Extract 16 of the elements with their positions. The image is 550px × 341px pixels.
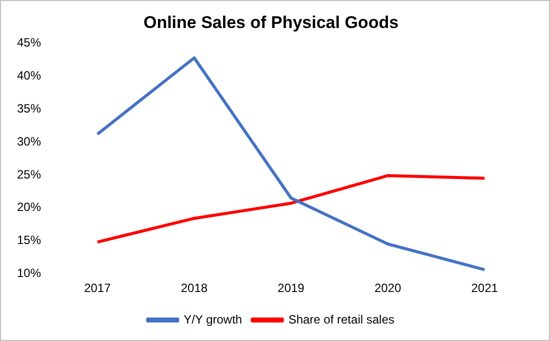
chart-title: Online Sales of Physical Goods — [143, 12, 399, 32]
y-tick-label: 10% — [16, 266, 42, 280]
y-tick-label: 40% — [16, 68, 42, 83]
x-tick-label: 2018 — [180, 281, 208, 296]
legend-label: Share of retail sales — [288, 312, 394, 326]
y-tick-label: 35% — [16, 101, 42, 116]
x-tick-label: 2021 — [471, 281, 498, 296]
y-tick-label: 30% — [16, 134, 42, 148]
x-tick-label: 2019 — [278, 281, 305, 296]
y-tick-label: 20% — [16, 200, 42, 214]
y-tick-label: 45% — [16, 36, 42, 50]
y-tick-label: 25% — [16, 167, 42, 182]
legend-label: Y/Y growth — [184, 312, 242, 326]
x-tick-label: 2020 — [374, 281, 402, 296]
x-tick-label: 2017 — [84, 281, 112, 296]
y-tick-label: 15% — [16, 233, 42, 248]
